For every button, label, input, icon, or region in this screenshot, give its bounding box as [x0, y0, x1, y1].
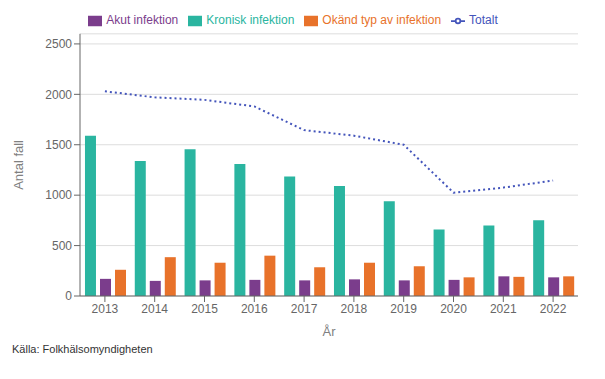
svg-text:Antal fall: Antal fall [11, 140, 26, 190]
html-text:Okänd typ av infektion: Okänd typ av infektion [322, 13, 442, 27]
svg-text:2022: 2022 [540, 302, 567, 316]
html-text:Kronisk infektion: Kronisk infektion [206, 13, 295, 27]
svg-text:2019: 2019 [390, 302, 417, 316]
svg-text:1500: 1500 [45, 138, 72, 152]
svg-text:2018: 2018 [341, 302, 368, 316]
svg-text:1000: 1000 [45, 188, 72, 202]
html-text:Källa: Folkhälsomyndigheten: Källa: Folkhälsomyndigheten [12, 343, 153, 355]
svg-text:2015: 2015 [191, 302, 218, 316]
html-text:Akut infektion: Akut infektion [106, 13, 179, 27]
svg-text:0: 0 [65, 289, 72, 303]
svg-text:2020: 2020 [440, 302, 467, 316]
svg-text:2013: 2013 [92, 302, 119, 316]
svg-text:2016: 2016 [241, 302, 268, 316]
svg-text:2017: 2017 [291, 302, 318, 316]
svg-text:2000: 2000 [45, 88, 72, 102]
html-text:Totalt: Totalt [469, 13, 498, 27]
svg-text:År: År [323, 324, 337, 339]
svg-text:2500: 2500 [45, 37, 72, 51]
svg-text:500: 500 [52, 239, 72, 253]
svg-text:2021: 2021 [490, 302, 517, 316]
svg-text:2014: 2014 [141, 302, 168, 316]
